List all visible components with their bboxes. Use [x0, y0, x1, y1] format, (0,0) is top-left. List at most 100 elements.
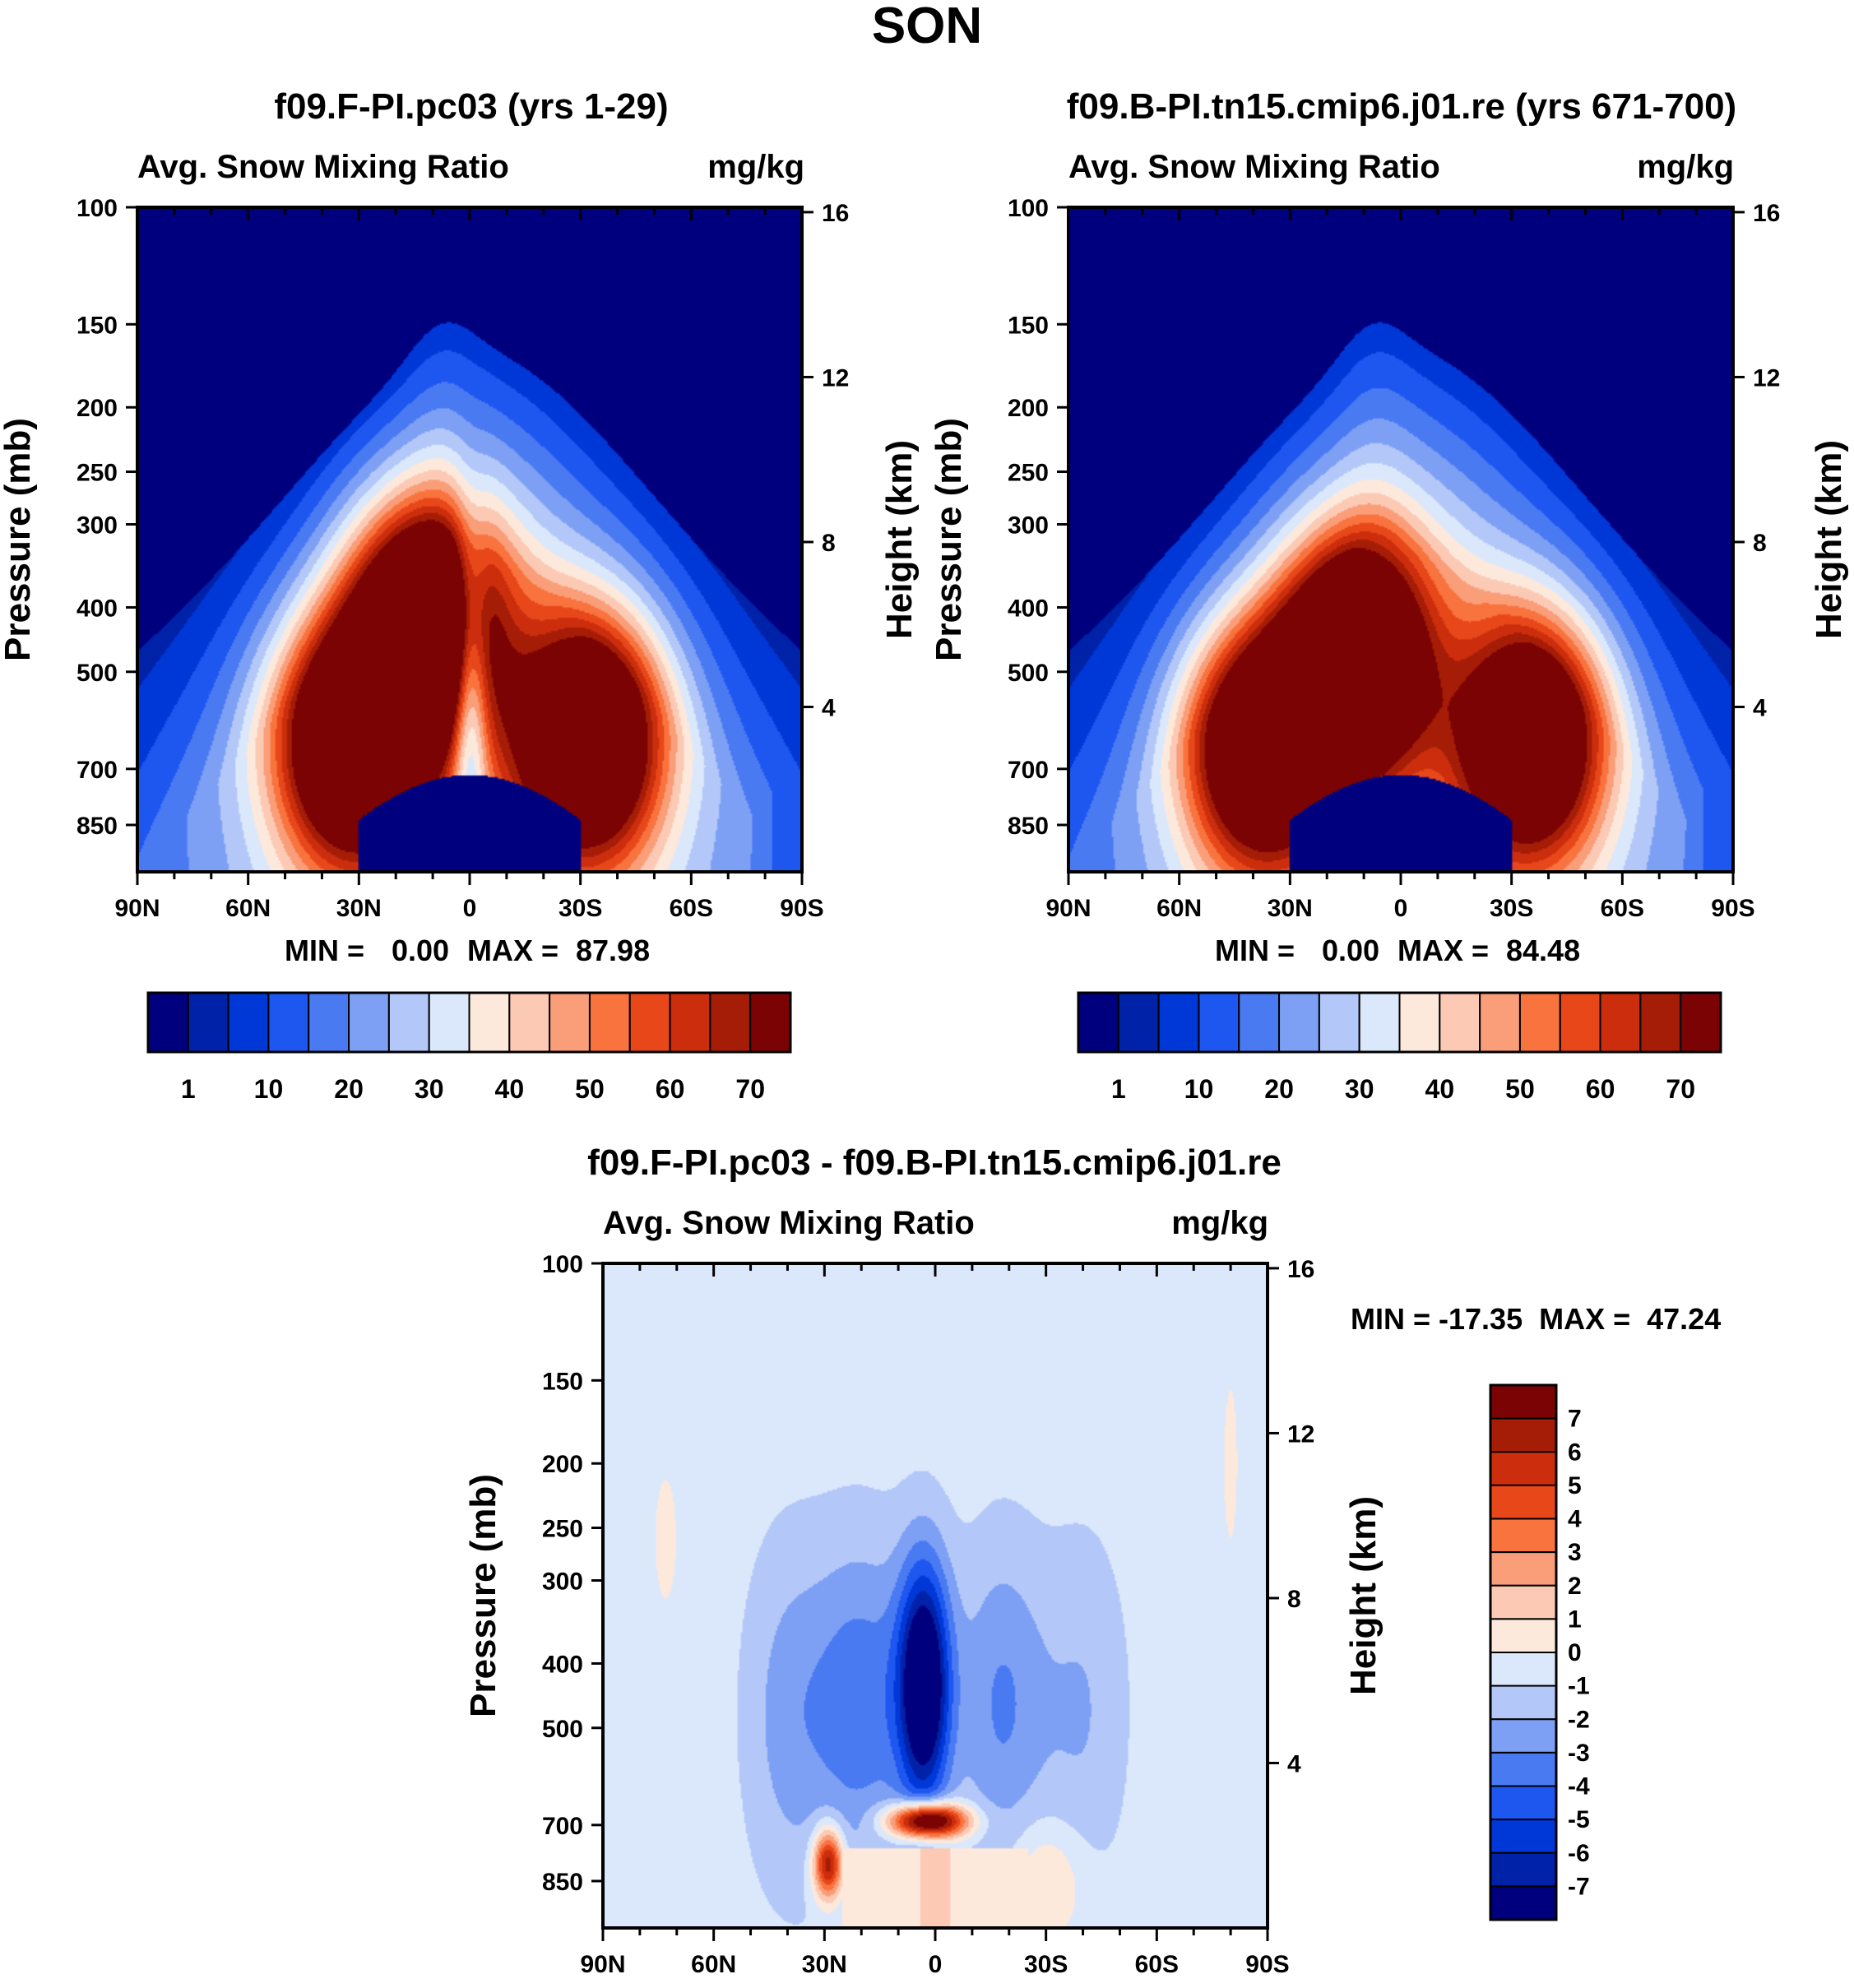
- ytick-label: 500: [1008, 660, 1049, 687]
- panel-1-colorbar: 1 10 20 30 40 50 60 70: [146, 991, 792, 1104]
- xtick-label: 90S: [1711, 895, 1754, 922]
- panel-1-contour-field: [137, 207, 802, 872]
- panel-2-variable-label: Avg. Snow Mixing Ratio: [1068, 149, 1440, 185]
- ytick-label: 700: [76, 757, 118, 784]
- colorbar-swatch: [387, 992, 430, 1053]
- xtick-label: 60S: [670, 895, 713, 922]
- xtick-label: 30N: [1268, 895, 1313, 922]
- colorbar-swatch: [1639, 992, 1682, 1053]
- colorbar-swatch: [628, 992, 671, 1053]
- panel-1-max-label: MAX =: [467, 934, 559, 967]
- colorbar-swatch: [1490, 1851, 1557, 1888]
- colorbar-swatch: [549, 992, 591, 1053]
- colorbar-swatch: [428, 992, 470, 1053]
- xtick-label: 90N: [114, 895, 160, 922]
- panel-2-y2label: Height (km): [1809, 440, 1849, 639]
- colorbar-label: 50: [1505, 1074, 1535, 1104]
- panel-3-axes: 100 150 200 250 300 400 500 700 850 16 12 8 4 90N 60N 3…: [542, 1251, 1314, 1978]
- ytick-label: 850: [76, 813, 118, 840]
- ytick-label: 150: [1008, 312, 1049, 339]
- xtick-label: 90S: [1245, 1951, 1289, 1978]
- colorbar-label: -1: [1568, 1673, 1590, 1700]
- panel-2-min-label: MIN =: [1215, 934, 1295, 967]
- colorbar-label: -5: [1568, 1806, 1590, 1833]
- xtick-label: 0: [1394, 895, 1408, 922]
- panel-1: f09.F-PI.pc03 (yrs 1-29) Avg. Snow Mixin…: [0, 86, 920, 1104]
- xtick-label: 90N: [580, 1951, 625, 1978]
- xtick-label: 60S: [1601, 895, 1644, 922]
- ytick-label: 100: [542, 1251, 583, 1278]
- ytick-label: 400: [1008, 595, 1049, 622]
- xtick-label: 30S: [1024, 1951, 1068, 1978]
- ytick-label: 300: [542, 1569, 583, 1596]
- ytick-label: 500: [542, 1716, 583, 1743]
- ytick-label: 300: [1008, 512, 1049, 540]
- panel-3: f09.F-PI.pc03 - f09.B-PI.tn15.cmip6.j01.…: [463, 1142, 1721, 1978]
- y2tick-label: 8: [1753, 530, 1767, 557]
- colorbar-swatch: [1490, 1417, 1557, 1453]
- ytick-label: 100: [1008, 195, 1049, 222]
- ytick-label: 400: [542, 1651, 583, 1678]
- colorbar-label: 1: [1568, 1606, 1582, 1633]
- colorbar-label: 30: [415, 1074, 444, 1104]
- colorbar-swatch: [1078, 992, 1119, 1053]
- colorbar-swatch: [588, 992, 631, 1053]
- y2tick-label: 8: [822, 530, 836, 557]
- ytick-label: 200: [76, 395, 118, 422]
- panel-3-stats: MIN = -17.35 MAX = 47.24: [1351, 1302, 1721, 1336]
- panel-3-variable-label: Avg. Snow Mixing Ratio: [603, 1205, 975, 1241]
- panel-3-y2label: Height (km): [1343, 1496, 1384, 1695]
- panel-1-axes: 100 150 200 250 300 400 500 700 850 16 12 8 4 90N 60N 3…: [76, 195, 849, 922]
- xtick-label: 0: [929, 1951, 943, 1978]
- panel-3-colorbar: 7 6 5 4 3 2 1 0 -1 -2 -3 -4 -5 -6 -7: [1489, 1383, 1590, 1921]
- colorbar-swatch: [308, 992, 350, 1053]
- colorbar-swatch: [1490, 1819, 1557, 1854]
- ytick-label: 250: [1008, 460, 1049, 487]
- colorbar-frame: [146, 991, 792, 1054]
- colorbar-swatch: [348, 992, 390, 1053]
- y2tick-label: 16: [822, 200, 849, 227]
- ytick-label: 850: [1008, 813, 1049, 840]
- colorbar-label: 40: [495, 1074, 525, 1104]
- ytick-label: 100: [76, 195, 118, 222]
- ytick-label: 200: [542, 1451, 583, 1478]
- colorbar-label: 1: [181, 1074, 196, 1104]
- colorbar-frame: [1077, 991, 1722, 1054]
- colorbar-swatch: [669, 992, 711, 1053]
- panel-2: f09.B-PI.tn15.cmip6.j01.re (yrs 671-700)…: [929, 86, 1849, 1104]
- colorbar-label: 10: [254, 1074, 284, 1104]
- panel-2-colorbar: 1 10 20 30 40 50 60 70: [1077, 991, 1722, 1104]
- xtick-label: 30N: [336, 895, 382, 922]
- colorbar-swatch: [1157, 992, 1200, 1053]
- panel-1-variable-label: Avg. Snow Mixing Ratio: [137, 149, 509, 185]
- colorbar-label: -4: [1568, 1773, 1590, 1800]
- panel-1-min-value: 0.00: [392, 934, 449, 967]
- colorbar-swatch: [1490, 1551, 1557, 1587]
- colorbar-swatch: [1117, 992, 1160, 1053]
- panel-1-units-label: mg/kg: [707, 149, 804, 185]
- colorbar-label: 2: [1568, 1573, 1582, 1600]
- colorbar-swatch: [1559, 992, 1601, 1053]
- colorbar-swatch: [1490, 1618, 1557, 1653]
- colorbar-swatch: [1490, 1584, 1557, 1620]
- ytick-label: 150: [542, 1368, 583, 1395]
- colorbar-label: 20: [334, 1074, 364, 1104]
- colorbar-label: 10: [1184, 1074, 1214, 1104]
- colorbar-swatch: [1398, 992, 1441, 1053]
- ytick-label: 700: [1008, 757, 1049, 784]
- colorbar-label: 1: [1111, 1074, 1126, 1104]
- colorbar-swatch: [749, 992, 791, 1053]
- xtick-label: 90S: [780, 895, 823, 922]
- xtick-label: 60N: [1156, 895, 1202, 922]
- colorbar-label: 70: [735, 1074, 765, 1104]
- panel-1-ylabel: Pressure (mb): [0, 418, 38, 661]
- y2tick-label: 12: [822, 364, 849, 392]
- y2tick-label: 4: [822, 694, 836, 721]
- panel-3-contour-field: [603, 1263, 1268, 1928]
- ytick-label: 150: [76, 312, 118, 339]
- y2tick-label: 16: [1753, 200, 1780, 227]
- colorbar-label: -2: [1568, 1706, 1590, 1733]
- ytick-label: 250: [542, 1516, 583, 1543]
- panel-2-min-value: 0.00: [1322, 934, 1379, 967]
- panel-2-title: f09.B-PI.tn15.cmip6.j01.re (yrs 671-700): [1067, 86, 1736, 127]
